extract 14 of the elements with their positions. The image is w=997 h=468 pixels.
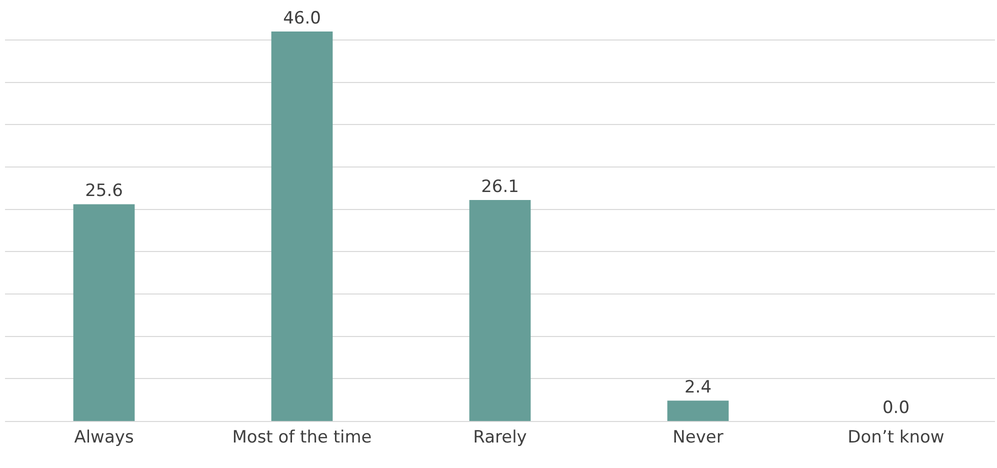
x-tick-label: Rarely (473, 427, 527, 448)
data-label: 25.6 (85, 181, 123, 202)
data-label: 26.1 (481, 177, 519, 197)
x-tick-label: Never (672, 427, 724, 448)
bar (271, 32, 333, 421)
data-label: 2.4 (684, 378, 712, 398)
data-label: 0.0 (882, 398, 910, 418)
bar (667, 400, 729, 421)
x-tick-label: Always (74, 427, 134, 448)
data-label: 46.0 (283, 8, 321, 28)
bar (73, 204, 135, 421)
x-tick-label: Most of the time (232, 427, 372, 448)
bar (469, 200, 531, 421)
x-tick-label: Don’t know (848, 427, 944, 448)
